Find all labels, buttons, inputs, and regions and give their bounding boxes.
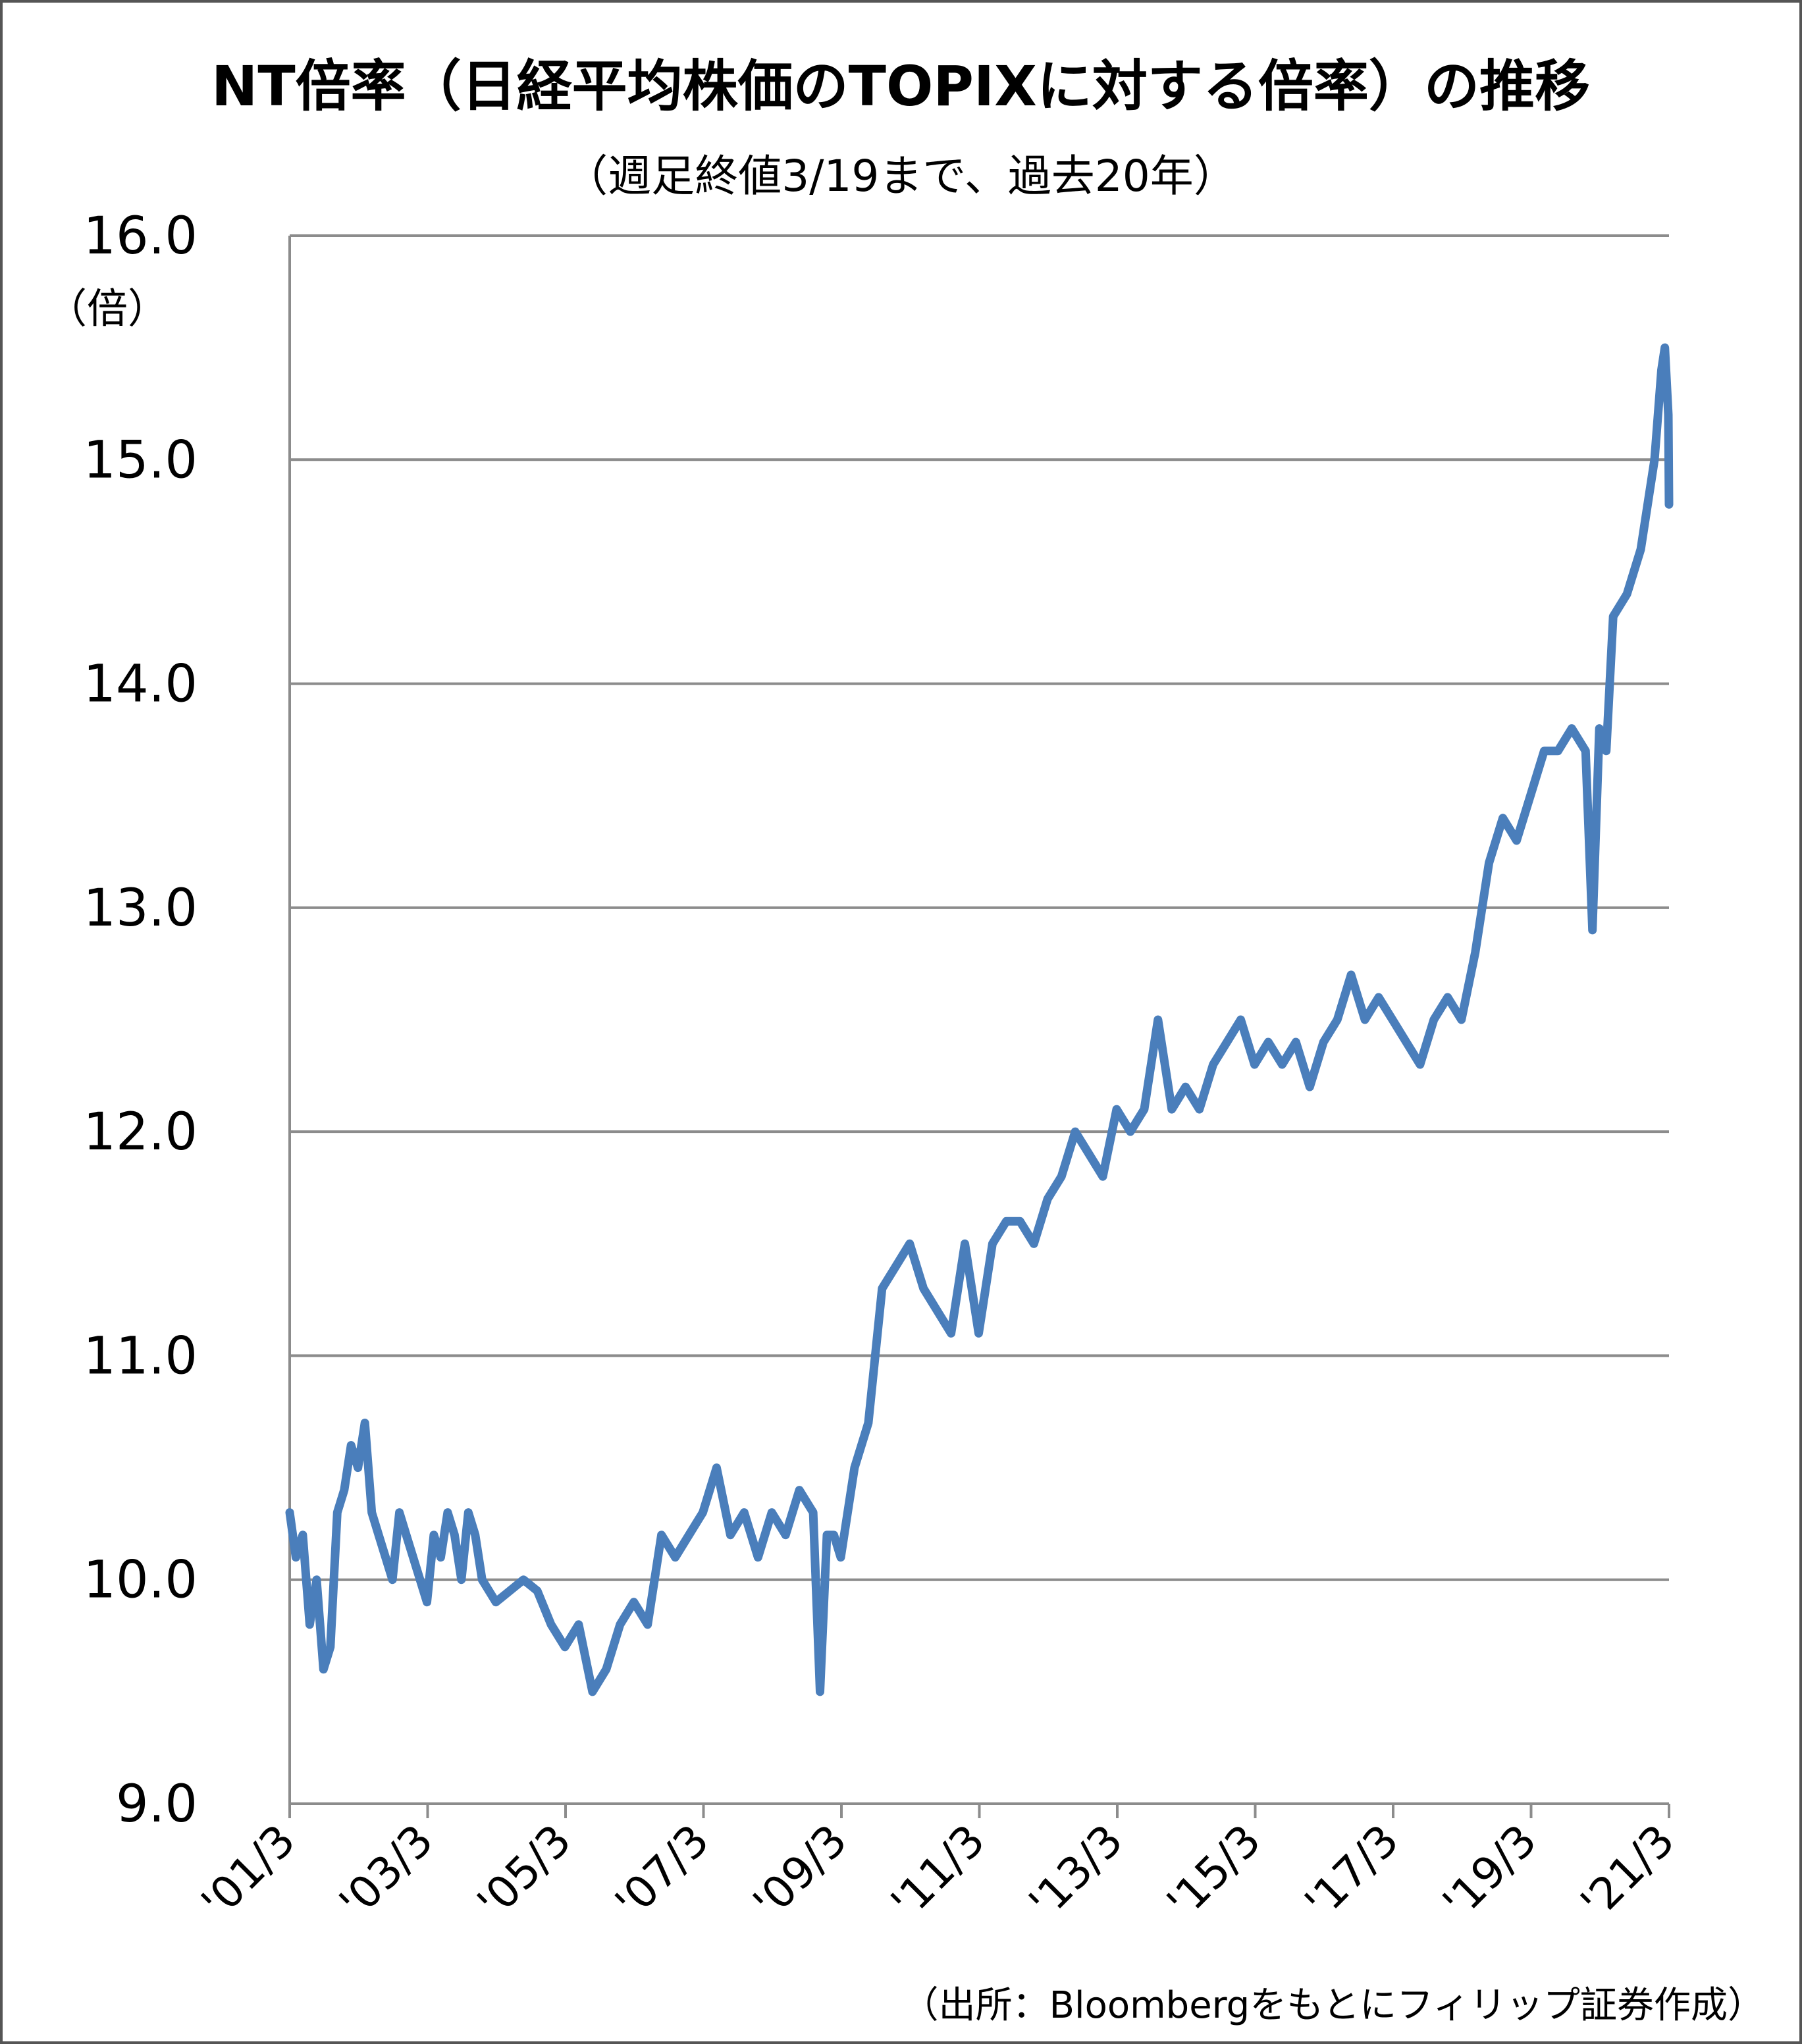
- x-tick-label: '17/3: [1295, 1815, 1408, 1928]
- y-axis-unit: （倍）: [46, 284, 169, 332]
- gridlines: [290, 234, 1669, 1581]
- x-tick-label: '15/3: [1157, 1815, 1271, 1928]
- y-tick-label: 13.0: [83, 879, 198, 938]
- x-tick-label: '09/3: [743, 1815, 857, 1928]
- y-tick-label: 12.0: [83, 1103, 198, 1162]
- source-note: （出所：Bloombergをもとにフィリップ証券作成）: [902, 1984, 1764, 2027]
- nt-ratio-line: [285, 343, 1674, 1696]
- x-tick-label: '07/3: [606, 1815, 719, 1928]
- y-tick-label: 11.0: [83, 1326, 198, 1386]
- y-tick-label: 9.0: [116, 1775, 198, 1834]
- y-tick-label: 10.0: [83, 1551, 198, 1610]
- x-tick-label: '03/3: [330, 1815, 443, 1928]
- y-tick-label: 14.0: [83, 655, 198, 714]
- x-tick-label: '01/3: [192, 1815, 305, 1928]
- series-group: [285, 343, 1674, 1696]
- y-tick-label: 15.0: [83, 431, 198, 490]
- chart-title: NT倍率（日経平均株価のTOPIXに対する倍率）の推移: [211, 54, 1590, 118]
- x-tick-label: '13/3: [1019, 1815, 1132, 1928]
- x-axis: '01/3'03/3'05/3'07/3'09/3'11/3'13/3'15/3…: [192, 236, 1684, 1928]
- y-tick-label: 16.0: [83, 207, 198, 266]
- x-tick-label: '11/3: [882, 1815, 995, 1928]
- x-tick-label: '21/3: [1571, 1815, 1684, 1928]
- x-tick-label: '05/3: [467, 1815, 581, 1928]
- y-axis-ticks: 16.0 15.0 14.0 13.0 12.0 11.0 10.0 9.0: [83, 207, 198, 1834]
- chart-subtitle: （週足終値3/19まで、過去20年）: [564, 151, 1237, 201]
- x-tick-label: '19/3: [1433, 1815, 1547, 1928]
